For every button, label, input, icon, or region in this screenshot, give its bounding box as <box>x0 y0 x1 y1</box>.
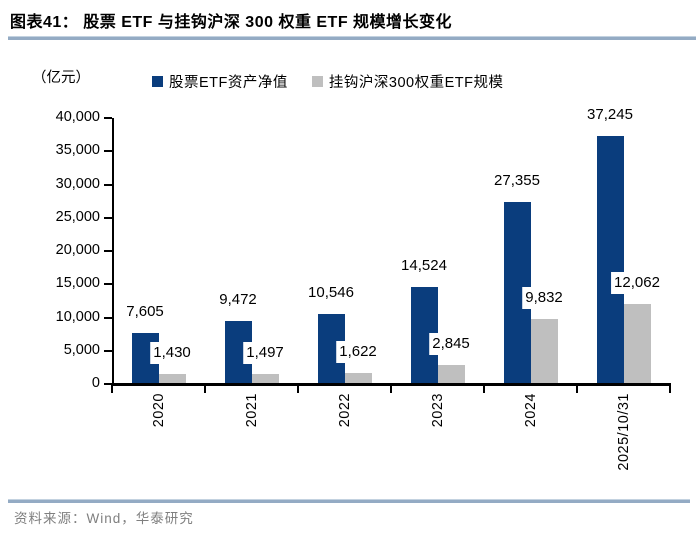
bar-csi300-etf <box>251 374 279 384</box>
value-label-csi300-etf: 12,062 <box>611 271 663 294</box>
value-label-stock-etf: 14,524 <box>398 255 450 278</box>
y-axis-tick <box>104 216 112 219</box>
y-tick-label: 10,000 <box>55 308 100 325</box>
y-axis-tick <box>104 150 112 153</box>
legend-swatch-navy-icon <box>152 76 163 87</box>
x-tick-label: 2023 <box>429 393 446 428</box>
x-tick-label: 2022 <box>336 393 353 428</box>
bar-csi300-etf <box>158 374 186 384</box>
bar-csi300-etf <box>623 303 651 384</box>
y-axis-tick <box>104 316 112 319</box>
y-tick-label: 30,000 <box>55 175 100 192</box>
legend-item-stock-etf: 股票ETF资产净值 <box>152 71 288 92</box>
figure-title: 图表41： 股票 ETF 与挂钩沪深 300 权重 ETF 规模增长变化 <box>10 14 453 31</box>
y-axis-tick <box>104 250 112 252</box>
value-label-stock-etf: 10,546 <box>305 281 357 304</box>
value-label-csi300-etf: 9,832 <box>522 286 566 309</box>
x-tick-label: 2024 <box>522 393 539 428</box>
value-label-csi300-etf: 1,622 <box>336 341 380 364</box>
x-tick-label: 2025/10/31 <box>615 393 632 471</box>
footer-divider <box>8 499 690 503</box>
y-tick-label: 5,000 <box>63 341 100 358</box>
y-tick-label: 40,000 <box>55 109 100 125</box>
title-divider <box>8 36 696 40</box>
bar-csi300-etf <box>530 318 558 384</box>
x-axis-tick <box>576 383 578 393</box>
legend-label-stock-etf: 股票ETF资产净值 <box>169 75 288 91</box>
value-label-stock-etf: 27,355 <box>491 170 543 193</box>
x-axis-tick <box>483 383 485 393</box>
y-tick-label: 20,000 <box>55 242 100 258</box>
x-axis-tick <box>390 383 392 393</box>
y-axis-line <box>112 118 114 386</box>
x-tick-label: 2021 <box>243 393 260 428</box>
legend-swatch-gray-icon <box>311 76 323 87</box>
bar-csi300-etf <box>437 365 465 384</box>
legend-label-csi300-etf: 挂钩沪深300权重ETF规模 <box>328 75 504 91</box>
y-tick-label: 35,000 <box>55 142 100 159</box>
value-label-stock-etf: 9,472 <box>216 289 260 311</box>
value-label-stock-etf: 37,245 <box>584 104 636 127</box>
y-axis-tick <box>104 183 112 186</box>
x-tick-label: 2020 <box>150 393 167 428</box>
value-label-csi300-etf: 2,845 <box>429 333 473 356</box>
legend-item-csi300-etf: 挂钩沪深300权重ETF规模 <box>311 71 504 92</box>
x-axis-tick <box>297 383 299 393</box>
y-axis-tick <box>104 117 112 119</box>
value-label-csi300-etf: 1,497 <box>243 342 287 365</box>
x-axis-tick <box>204 383 206 393</box>
value-label-csi300-etf: 1,430 <box>150 342 194 365</box>
y-axis-tick <box>104 283 112 286</box>
y-axis-tick <box>104 383 112 385</box>
x-axis-tick <box>111 383 113 393</box>
bar-stock-etf <box>596 136 624 384</box>
source-note: 资料来源：Wind，华泰研究 <box>14 511 194 526</box>
y-tick-label: 15,000 <box>55 275 100 292</box>
chart-legend: 股票ETF资产净值 挂钩沪深300权重ETF规模 <box>152 71 503 92</box>
bar-csi300-etf <box>344 373 372 384</box>
y-tick-label: 25,000 <box>55 208 100 225</box>
value-label-stock-etf: 7,605 <box>123 301 167 324</box>
y-axis-tick <box>104 349 112 352</box>
y-axis-unit-label: （亿元） <box>32 70 90 86</box>
y-tick-label: 0 <box>91 375 100 391</box>
x-axis-tick <box>669 383 671 393</box>
